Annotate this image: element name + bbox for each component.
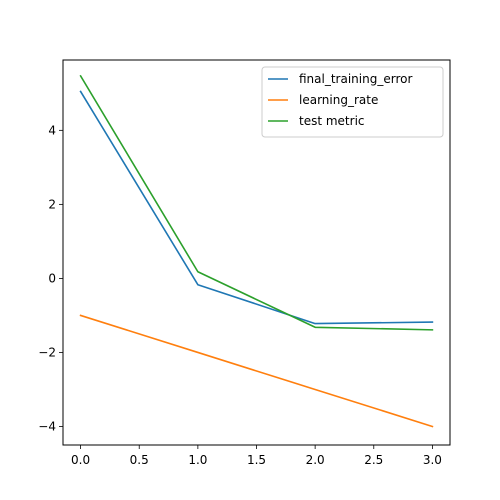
legend-label: final_training_error — [299, 72, 412, 86]
series-line-final-training-error — [79, 90, 434, 325]
legend-label: learning_rate — [299, 93, 378, 107]
x-tick-label: 1.0 — [188, 453, 207, 467]
legend-label: test metric — [299, 114, 365, 128]
x-tick-label: 0.5 — [130, 453, 149, 467]
series-line-learning-rate — [79, 314, 434, 428]
x-tick-label: 3.0 — [423, 453, 442, 467]
series-line-test-metric — [79, 74, 434, 331]
x-tick-label: 1.5 — [247, 453, 266, 467]
y-tick-label: 2 — [48, 197, 56, 211]
legend-box — [261, 66, 444, 138]
series-lines — [79, 74, 434, 428]
x-tick-label: 0.0 — [71, 453, 90, 467]
y-tick-label: −4 — [38, 419, 56, 433]
x-tick-label: 2.0 — [306, 453, 325, 467]
y-tick-label: 4 — [48, 123, 56, 137]
x-tick-label: 2.5 — [364, 453, 383, 467]
x-axis: 0.0 0.5 1.0 1.5 2.0 2.5 3.0 — [71, 445, 442, 467]
y-axis: −4 −2 0 2 4 — [38, 123, 63, 433]
y-tick-label: 0 — [48, 271, 56, 285]
y-tick-label: −2 — [38, 345, 56, 359]
